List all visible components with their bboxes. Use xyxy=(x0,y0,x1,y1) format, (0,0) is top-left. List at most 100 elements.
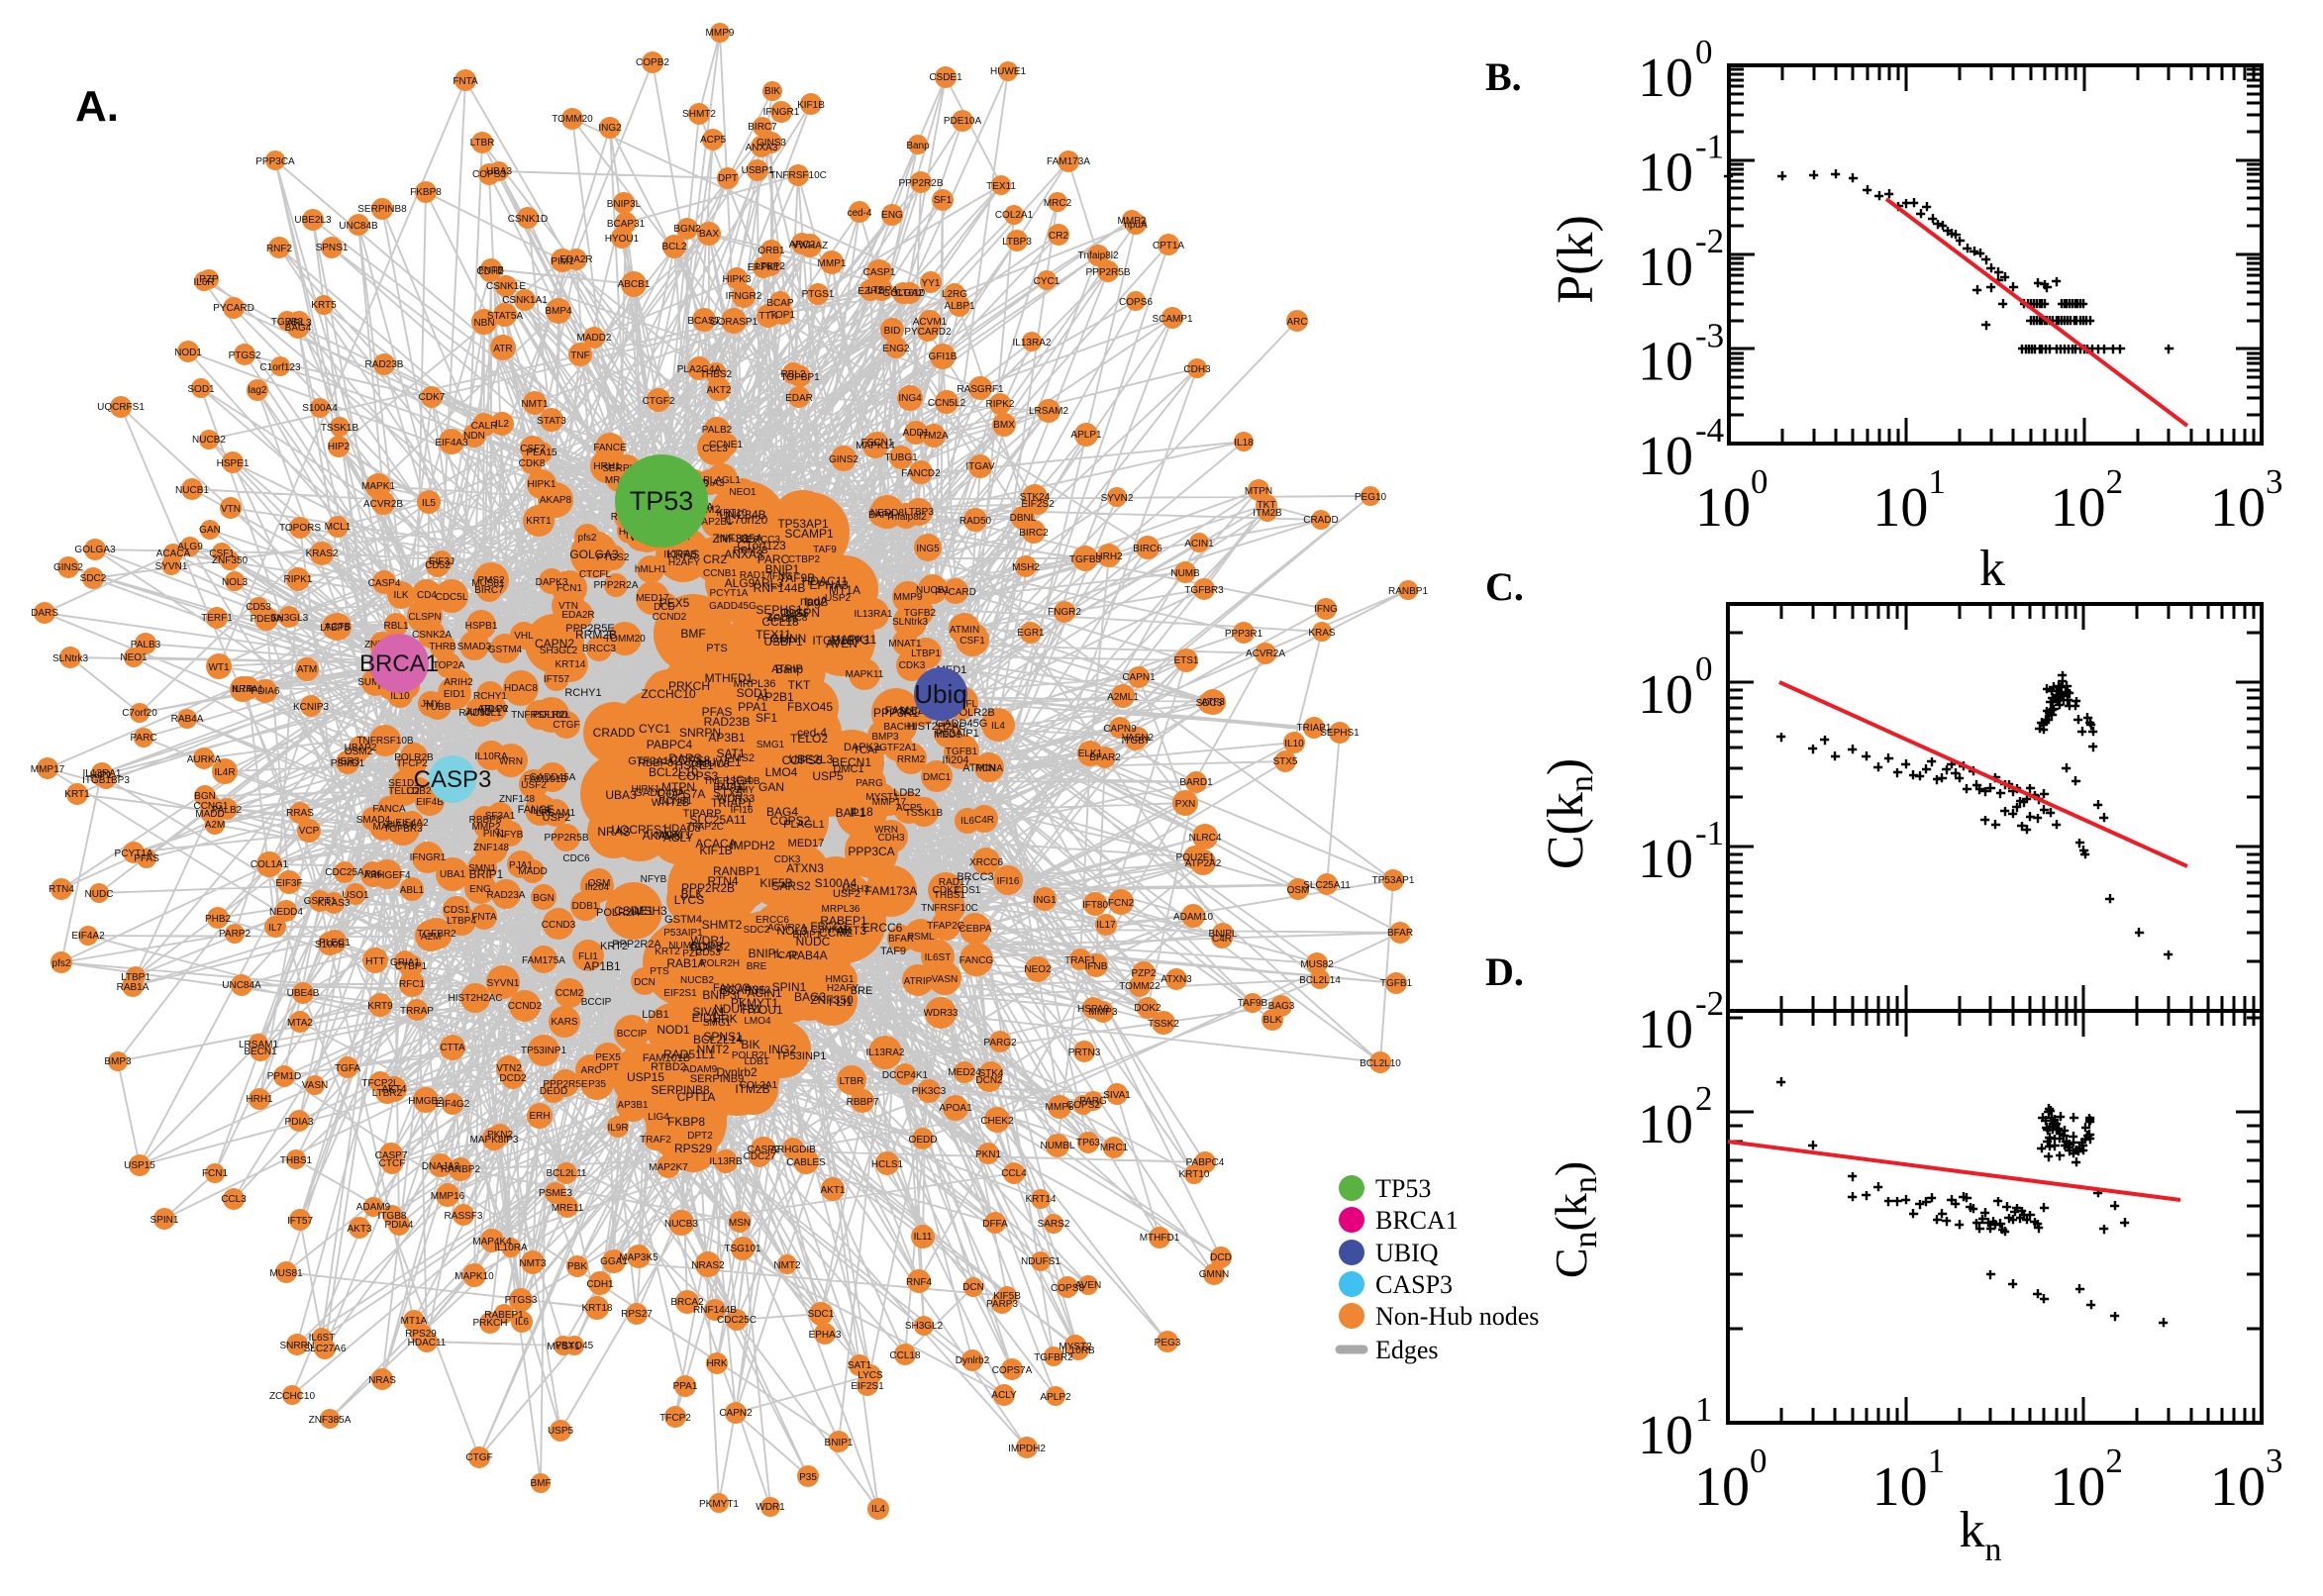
svg-text:SF1: SF1 xyxy=(756,711,777,725)
svg-text:RAD17: RAD17 xyxy=(740,570,772,581)
svg-text:MAPK11: MAPK11 xyxy=(831,633,877,647)
svg-text:ENG2: ENG2 xyxy=(882,344,910,354)
svg-text:FAM175A: FAM175A xyxy=(522,955,565,966)
svg-text:MYST1: MYST1 xyxy=(547,1342,580,1352)
svg-text:FAM101B: FAM101B xyxy=(643,1052,690,1064)
svg-text:RAD23B: RAD23B xyxy=(365,359,404,370)
svg-text:ITGAV: ITGAV xyxy=(965,461,995,472)
svg-text:CSF2: CSF2 xyxy=(520,444,546,454)
svg-text:10: 10 xyxy=(2050,1456,2105,1518)
svg-text:3: 3 xyxy=(2266,462,2283,501)
svg-text:CDS1: CDS1 xyxy=(444,905,470,916)
svg-text:TERF1: TERF1 xyxy=(201,613,233,624)
svg-text:GMNN: GMNN xyxy=(770,632,807,646)
svg-text:SMG1: SMG1 xyxy=(703,1018,732,1029)
svg-text:MED17: MED17 xyxy=(788,838,825,849)
svg-text:CDC25C: CDC25C xyxy=(717,1315,757,1326)
svg-text:PARG: PARG xyxy=(1079,1096,1107,1107)
svg-text:RABEP1: RABEP1 xyxy=(484,1310,524,1321)
svg-text:ATXN3: ATXN3 xyxy=(786,861,824,875)
svg-text:USF2: USF2 xyxy=(833,888,860,900)
svg-text:NR4A1: NR4A1 xyxy=(232,684,264,695)
svg-text:ZNF385A: ZNF385A xyxy=(712,532,762,546)
svg-text:STX5: STX5 xyxy=(713,786,743,800)
svg-text:TFAP2C: TFAP2C xyxy=(927,921,964,932)
svg-text:PTGS2: PTGS2 xyxy=(229,350,261,361)
svg-text:GRIA1: GRIA1 xyxy=(390,957,420,968)
svg-text:BNIP3L: BNIP3L xyxy=(607,199,642,210)
svg-text:USO1: USO1 xyxy=(342,890,369,901)
svg-text:BMP3: BMP3 xyxy=(104,1056,132,1067)
svg-text:SHMT2: SHMT2 xyxy=(682,109,716,120)
svg-text:P36: P36 xyxy=(364,869,382,880)
svg-text:IL18: IL18 xyxy=(850,805,873,819)
svg-text:IMPDH2: IMPDH2 xyxy=(1008,1444,1046,1454)
svg-text:PARP3: PARP3 xyxy=(986,1299,1018,1310)
svg-text:ARL3: ARL3 xyxy=(754,576,783,590)
svg-text:MMP2: MMP2 xyxy=(472,822,501,833)
svg-text:ILK: ILK xyxy=(393,590,408,601)
svg-text:BAP1: BAP1 xyxy=(868,510,894,521)
svg-text:BCL2L14: BCL2L14 xyxy=(1299,975,1341,986)
svg-text:RTN4: RTN4 xyxy=(49,884,74,895)
svg-text:IL9R: IL9R xyxy=(607,1123,628,1134)
svg-text:CDK2: CDK2 xyxy=(933,885,960,896)
svg-text:C(kn): C(kn) xyxy=(1538,758,1600,869)
svg-text:KIF5B: KIF5B xyxy=(993,1291,1021,1302)
svg-text:C4R: C4R xyxy=(1212,934,1232,945)
svg-text:AP3B1: AP3B1 xyxy=(617,1100,649,1111)
svg-text:TNFRSF10D: TNFRSF10D xyxy=(511,710,568,721)
svg-text:KIF1B: KIF1B xyxy=(797,100,825,111)
svg-text:ced-4: ced-4 xyxy=(797,726,827,740)
svg-text:MAP4K4: MAP4K4 xyxy=(472,1237,512,1247)
svg-text:NUDC: NUDC xyxy=(85,889,114,900)
svg-text:LTBP4: LTBP4 xyxy=(867,285,897,296)
svg-text:S100A4: S100A4 xyxy=(302,403,338,414)
svg-text:MMP17: MMP17 xyxy=(31,764,65,775)
svg-text:MCL1: MCL1 xyxy=(325,522,352,533)
svg-text:LTBP3: LTBP3 xyxy=(1002,237,1032,248)
svg-text:IL6: IL6 xyxy=(960,816,974,827)
svg-text:RAD23A: RAD23A xyxy=(487,890,526,901)
svg-text:LIG4: LIG4 xyxy=(726,773,752,787)
svg-text:TFCP2L: TFCP2L xyxy=(361,1078,399,1089)
svg-text:VASN: VASN xyxy=(932,974,959,985)
svg-text:EIF4G2: EIF4G2 xyxy=(436,1099,470,1110)
svg-text:GADD45A: GADD45A xyxy=(530,772,576,783)
svg-text:ENG: ENG xyxy=(881,210,903,221)
svg-text:ARHGDIB: ARHGDIB xyxy=(770,1145,816,1155)
svg-text:PPA1: PPA1 xyxy=(738,700,767,714)
svg-text:RBL1: RBL1 xyxy=(383,621,408,632)
svg-text:HRH1: HRH1 xyxy=(593,461,621,472)
svg-text:DMC1: DMC1 xyxy=(923,772,952,783)
svg-text:IL6ST: IL6ST xyxy=(309,1333,336,1344)
svg-text:HIST2H2AC: HIST2H2AC xyxy=(448,993,502,1004)
svg-text:MNAT1: MNAT1 xyxy=(656,830,691,842)
svg-text:PFAS: PFAS xyxy=(702,705,733,719)
svg-text:HYOU1: HYOU1 xyxy=(742,1003,783,1017)
svg-text:AKT1: AKT1 xyxy=(820,1185,845,1196)
svg-text:C1orf123: C1orf123 xyxy=(737,539,786,552)
svg-text:SLC27A6: SLC27A6 xyxy=(304,1344,347,1354)
svg-text:CTTA: CTTA xyxy=(440,1043,465,1053)
svg-text:ERCC6: ERCC6 xyxy=(756,915,789,926)
svg-text:MUS81: MUS81 xyxy=(269,1268,303,1279)
svg-text:ERCC3: ERCC3 xyxy=(810,921,847,933)
svg-text:WRN: WRN xyxy=(499,756,523,767)
svg-text:MRC1: MRC1 xyxy=(1100,1143,1129,1153)
svg-text:RABEP1: RABEP1 xyxy=(820,914,867,928)
svg-text:CABLES: CABLES xyxy=(786,1157,826,1168)
svg-text:PSML: PSML xyxy=(907,932,935,943)
svg-text:NMT3: NMT3 xyxy=(519,1258,547,1269)
svg-text:PMS2: PMS2 xyxy=(725,752,755,764)
svg-text:DCD2: DCD2 xyxy=(499,1073,527,1084)
svg-text:IL13RA2: IL13RA2 xyxy=(1013,338,1052,349)
svg-text:KRT2: KRT2 xyxy=(655,947,680,957)
svg-text:TGFA: TGFA xyxy=(335,1063,360,1074)
svg-text:hMLH1: hMLH1 xyxy=(717,534,750,545)
svg-text:ACVR2A: ACVR2A xyxy=(1246,648,1285,659)
svg-text:STK24: STK24 xyxy=(1020,492,1051,503)
svg-text:PPP3R1: PPP3R1 xyxy=(1225,629,1263,640)
svg-text:UBE2L3: UBE2L3 xyxy=(294,215,332,226)
svg-text:ced-4: ced-4 xyxy=(847,208,871,219)
